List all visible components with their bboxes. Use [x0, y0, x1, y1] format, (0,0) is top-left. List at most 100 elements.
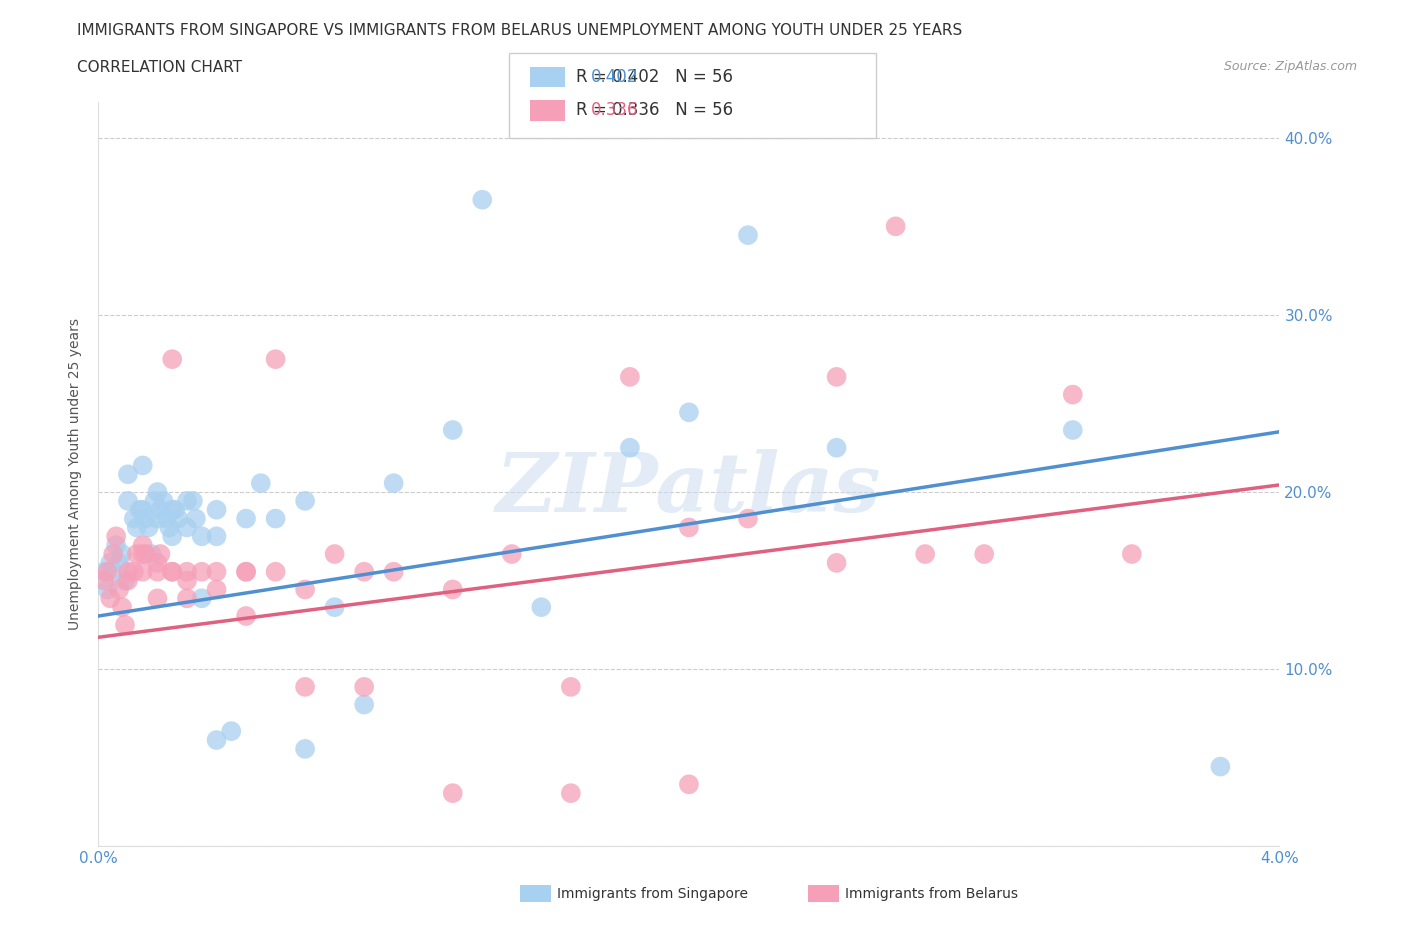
Point: [146, 565, 169, 579]
Point: [117, 467, 139, 482]
Point: [162, 565, 183, 579]
Point: [264, 565, 287, 579]
Point: [176, 573, 198, 588]
Point: [167, 512, 190, 526]
Point: [132, 502, 155, 517]
Point: [176, 565, 198, 579]
Point: [250, 476, 273, 491]
Point: [108, 582, 131, 597]
Point: [353, 698, 375, 712]
Point: [125, 520, 148, 535]
Point: [141, 547, 163, 562]
Point: [157, 520, 180, 535]
Point: [441, 786, 464, 801]
Point: [678, 777, 700, 791]
Text: 0.402: 0.402: [591, 68, 638, 86]
Point: [96, 582, 118, 597]
Y-axis label: Unemployment Among Youth under 25 years: Unemployment Among Youth under 25 years: [69, 318, 83, 631]
Point: [914, 547, 936, 562]
Point: [678, 520, 700, 535]
Point: [165, 502, 187, 517]
Point: [122, 565, 145, 579]
Point: [191, 565, 214, 579]
Point: [825, 369, 848, 384]
Point: [294, 582, 316, 597]
Point: [235, 565, 257, 579]
Text: R = 0.402   N = 56: R = 0.402 N = 56: [576, 68, 734, 86]
Point: [117, 494, 139, 509]
Point: [149, 547, 172, 562]
Point: [294, 741, 316, 756]
Point: [205, 565, 228, 579]
Point: [103, 547, 125, 562]
Point: [235, 608, 257, 623]
Point: [235, 565, 257, 579]
Point: [96, 565, 118, 579]
Point: [132, 565, 155, 579]
Text: Immigrants from Singapore: Immigrants from Singapore: [557, 886, 748, 901]
Point: [93, 573, 115, 588]
Point: [162, 529, 183, 544]
Point: [1209, 759, 1232, 774]
Point: [114, 573, 136, 588]
Point: [108, 555, 131, 570]
Point: [184, 512, 207, 526]
Point: [155, 512, 177, 526]
Point: [152, 494, 174, 509]
Point: [560, 786, 582, 801]
Point: [264, 512, 287, 526]
Point: [973, 547, 995, 562]
Point: [471, 193, 494, 207]
Text: 0.336: 0.336: [591, 101, 638, 119]
Text: R = 0.336   N = 56: R = 0.336 N = 56: [576, 101, 734, 119]
Point: [353, 680, 375, 695]
Point: [441, 582, 464, 597]
Point: [114, 618, 136, 632]
Point: [294, 680, 316, 695]
Point: [1062, 387, 1084, 402]
Point: [323, 547, 346, 562]
Text: Source: ZipAtlas.com: Source: ZipAtlas.com: [1223, 60, 1357, 73]
Point: [146, 591, 169, 605]
Point: [560, 680, 582, 695]
Point: [678, 405, 700, 419]
Point: [117, 565, 139, 579]
Point: [135, 512, 157, 526]
Point: [93, 565, 115, 579]
Point: [103, 565, 125, 579]
Point: [191, 529, 214, 544]
Point: [146, 512, 169, 526]
Point: [111, 547, 134, 562]
Point: [737, 512, 759, 526]
Point: [191, 591, 214, 605]
Point: [205, 733, 228, 748]
Point: [111, 600, 134, 615]
Point: [235, 512, 257, 526]
Point: [125, 547, 148, 562]
Point: [619, 440, 641, 455]
Point: [1121, 547, 1143, 562]
Point: [323, 600, 346, 615]
Point: [162, 565, 183, 579]
Text: ZIPatlas: ZIPatlas: [496, 449, 882, 529]
Point: [132, 458, 155, 472]
Point: [117, 573, 139, 588]
Point: [219, 724, 242, 738]
Point: [825, 555, 848, 570]
Point: [382, 476, 405, 491]
Point: [353, 565, 375, 579]
Point: [162, 352, 183, 366]
Point: [143, 494, 166, 509]
Point: [205, 582, 228, 597]
Point: [128, 502, 150, 517]
Point: [264, 352, 287, 366]
Point: [132, 538, 155, 552]
Point: [619, 369, 641, 384]
Point: [737, 228, 759, 243]
Point: [205, 502, 228, 517]
Point: [162, 502, 183, 517]
Point: [98, 555, 121, 570]
Point: [105, 538, 128, 552]
Point: [205, 529, 228, 544]
Point: [1062, 422, 1084, 437]
